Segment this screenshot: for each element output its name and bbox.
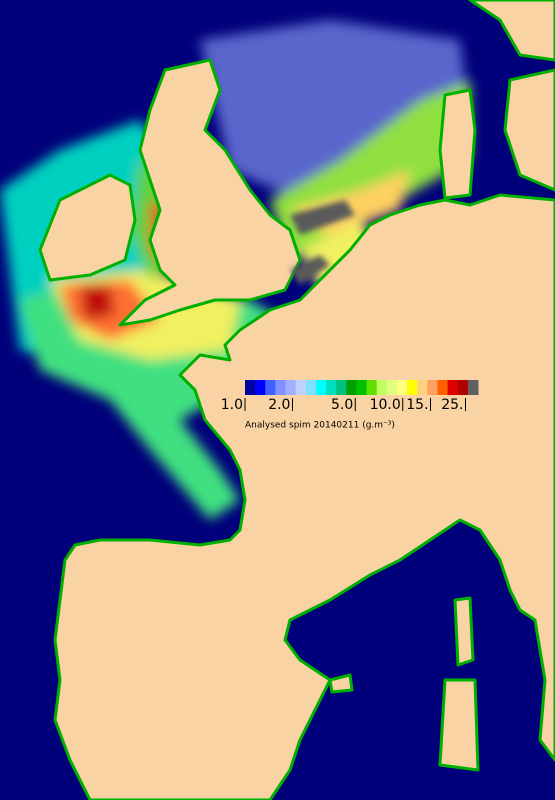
color-swatch: [386, 380, 398, 395]
color-swatch: [356, 380, 368, 395]
land: [38, 0, 555, 800]
great-britain: [118, 58, 302, 327]
tick-label: 10.0: [370, 397, 401, 413]
mallorca: [328, 673, 354, 694]
color-swatch: [245, 380, 256, 395]
ireland: [38, 173, 137, 282]
color-swatch: [265, 380, 276, 395]
tick-label: 2.0: [268, 397, 290, 413]
sardinia: [438, 678, 480, 772]
continent: [53, 193, 555, 800]
color-swatch: [285, 380, 297, 395]
color-swatch: [427, 380, 438, 395]
color-swatch: [255, 380, 266, 395]
legend-caption: Analysed spim 20140211 (g.m⁻³): [245, 421, 395, 431]
corsica: [453, 596, 475, 667]
tick-label: 1.0: [221, 397, 243, 413]
color-swatch: [275, 380, 287, 395]
color-swatch: [447, 380, 459, 395]
legend-background: [243, 395, 482, 425]
color-swatch: [305, 380, 317, 395]
denmark: [438, 88, 477, 200]
turbidity: [0, 20, 470, 520]
coastal-shallows: [290, 200, 355, 285]
tick-label: 25.: [441, 397, 463, 413]
legend: 1.0 2.0 5.0 10.0 15. 25. Analysed spim 2014021…: [221, 380, 482, 431]
tick-label: 15.: [406, 397, 428, 413]
color-swatch: [437, 380, 449, 395]
sweden: [503, 68, 555, 192]
color-swatch: [376, 380, 388, 395]
color-swatch: [315, 380, 327, 395]
tick-label: 5.0: [331, 397, 353, 413]
color-swatch: [407, 380, 418, 395]
color-swatch: [417, 380, 428, 395]
color-swatch: [467, 380, 479, 395]
color-swatch: [326, 380, 337, 395]
color-swatch: [396, 380, 408, 395]
color-swatch: [336, 380, 347, 395]
scandinavia: [468, 0, 555, 62]
color-swatch: [457, 380, 469, 395]
color-swatch: [366, 380, 378, 395]
color-swatch: [346, 380, 357, 395]
color-swatch: [295, 380, 307, 395]
